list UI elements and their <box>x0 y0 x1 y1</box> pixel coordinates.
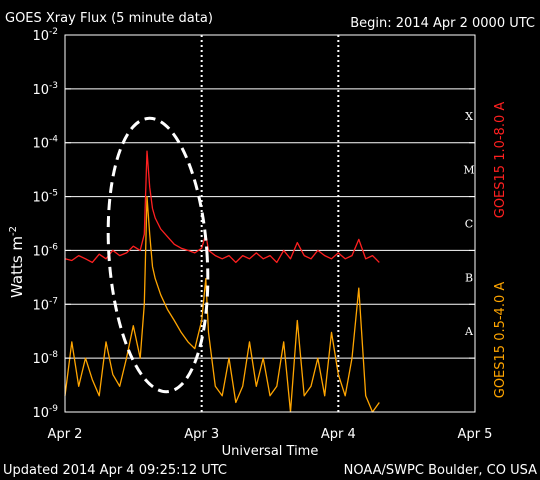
begin-label: Begin: 2014 Apr 2 0000 UTC <box>350 16 535 31</box>
flare-class-a: A <box>464 325 474 338</box>
y-tick-base: 10 <box>32 29 49 44</box>
y-tick-label: 10-9 <box>32 404 58 421</box>
x-tick-label: Apr 3 <box>184 427 219 442</box>
y-axis-label: Watts m-2 <box>8 226 26 298</box>
flare-class-m: M <box>463 164 474 177</box>
y-tick-base: 10 <box>32 137 49 152</box>
y-tick-label: 10-4 <box>32 135 58 152</box>
series-group <box>64 150 380 413</box>
y-tick-base: 10 <box>32 406 49 421</box>
y-tick-exponent: -2 <box>49 27 58 37</box>
y-axis-tick-labels: 10-910-810-710-610-510-410-310-2 <box>32 27 475 421</box>
y-tick-exponent: -9 <box>49 404 58 414</box>
x-tick-label: Apr 4 <box>321 427 356 442</box>
y-axis-label-text: Watts m <box>8 236 26 298</box>
y-tick-exponent: -4 <box>49 135 58 145</box>
vertical-gridlines <box>200 35 340 412</box>
y-tick-label: 10-7 <box>32 296 58 313</box>
x-tick-label: Apr 2 <box>48 427 83 442</box>
horizontal-gridlines <box>65 88 475 359</box>
y-tick-base: 10 <box>32 191 49 206</box>
y-tick-label: 10-5 <box>32 189 58 206</box>
legend-series-short: GOES15 0.5-4.0 A <box>493 282 508 399</box>
legend-series-long: GOES15 1.0-8.0 A <box>493 102 508 219</box>
x-axis-tick-labels: Apr 2 Apr 3 Apr 4 Apr 5 <box>48 427 493 442</box>
y-tick-base: 10 <box>32 352 49 367</box>
y-tick-label: 10-2 <box>32 27 58 44</box>
y-tick-label: 10-3 <box>32 81 58 98</box>
series-line-0 <box>64 150 380 264</box>
y-axis-label-exponent: -2 <box>8 226 19 236</box>
y-tick-exponent: -8 <box>49 350 58 360</box>
y-tick-base: 10 <box>32 298 49 313</box>
y-tick-base: 10 <box>32 244 49 259</box>
y-tick-exponent: -6 <box>49 242 58 252</box>
flare-class-labels: A B C M X <box>463 110 474 338</box>
flare-class-x: X <box>465 110 473 123</box>
x-tick-label: Apr 5 <box>458 427 493 442</box>
plot-area <box>64 34 476 413</box>
footer-credit: NOAA/SWPC Boulder, CO USA <box>344 463 537 478</box>
y-tick-exponent: -3 <box>49 81 58 91</box>
y-tick-base: 10 <box>32 83 49 98</box>
y-tick-exponent: -7 <box>49 296 58 306</box>
y-tick-exponent: -5 <box>49 189 58 199</box>
series-line-1 <box>64 195 380 413</box>
y-tick-label: 10-6 <box>32 242 58 259</box>
flare-highlight-ellipse <box>106 116 210 394</box>
x-axis-label: Universal Time <box>222 444 319 459</box>
flare-class-c: C <box>465 218 473 231</box>
plot-frame <box>64 34 476 413</box>
footer-updated: Updated 2014 Apr 4 09:25:12 UTC <box>3 463 227 478</box>
chart-title: GOES Xray Flux (5 minute data) <box>5 11 213 26</box>
y-tick-label: 10-8 <box>32 350 58 367</box>
flare-class-b: B <box>465 271 473 284</box>
